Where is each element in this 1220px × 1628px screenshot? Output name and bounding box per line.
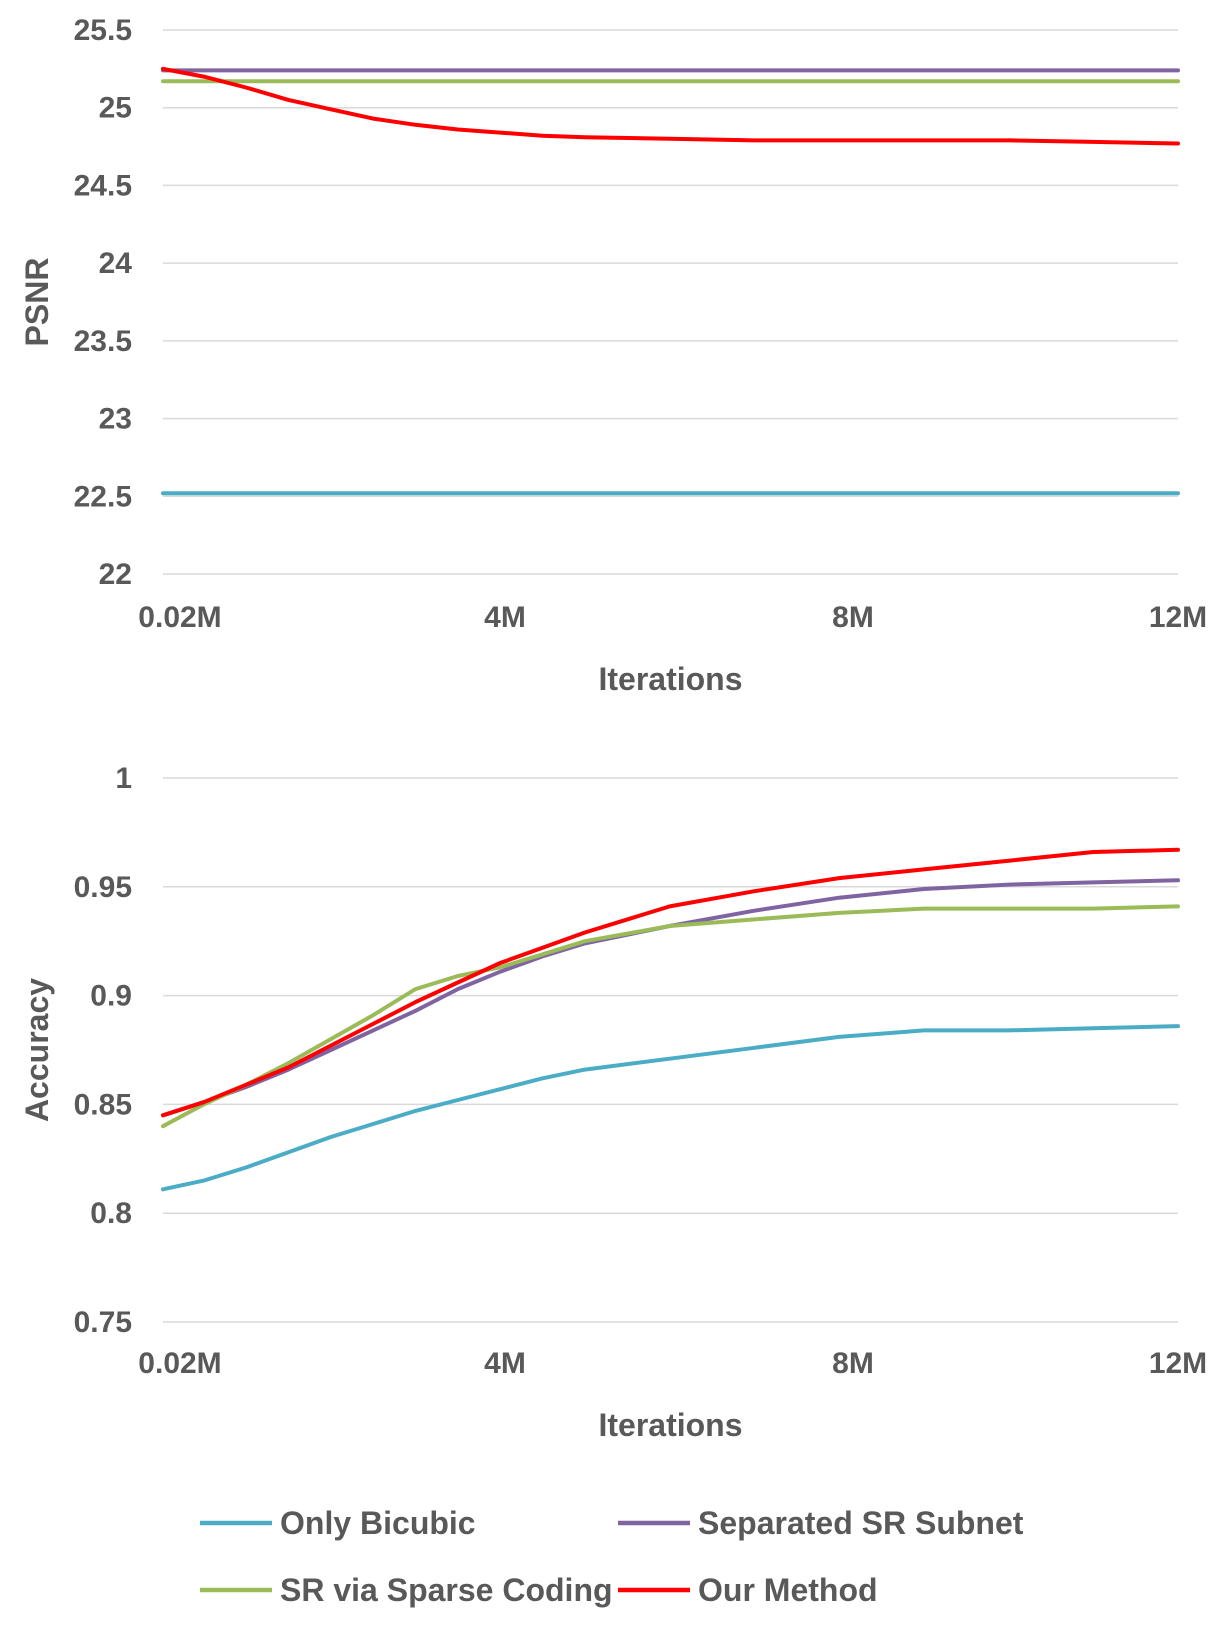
legend-label-sr-via-sparse-coding: SR via Sparse Coding — [280, 1572, 613, 1608]
psnr-y-tick-label: 25.5 — [74, 14, 132, 47]
psnr-y-tick-label: 23.5 — [74, 325, 132, 358]
accuracy-x-tick-label: 4M — [484, 1347, 526, 1380]
psnr-y-tick-label: 24.5 — [74, 169, 132, 202]
psnr-y-tick-label: 22 — [99, 558, 132, 591]
accuracy-series-separated-sr-subnet — [161, 878, 1180, 1118]
psnr-x-tick-label: 8M — [832, 601, 874, 634]
psnr-y-tick-label: 23 — [99, 403, 132, 436]
legend-label-separated-sr-subnet: Separated SR Subnet — [698, 1505, 1024, 1541]
psnr-x-tick-label: 4M — [484, 601, 526, 634]
psnr-y-tick-label: 24 — [99, 247, 133, 280]
accuracy-y-axis-title: Accuracy — [19, 978, 55, 1122]
accuracy-series-our-method — [161, 847, 1180, 1118]
accuracy-y-tick-label: 0.75 — [74, 1306, 132, 1339]
legend-label-our-method: Our Method — [698, 1572, 878, 1608]
accuracy-x-tick-label: 12M — [1149, 1347, 1207, 1380]
accuracy-y-tick-label: 0.8 — [90, 1197, 132, 1230]
legend: Only Bicubic Separated SR Subnet SR via Sp… — [200, 1505, 1024, 1608]
psnr-x-axis-title: Iterations — [598, 661, 742, 697]
accuracy-y-tick-label: 1 — [115, 762, 132, 795]
accuracy-x-axis-title: Iterations — [598, 1407, 742, 1443]
legend-label-only-bicubic: Only Bicubic — [280, 1505, 476, 1541]
accuracy-series-sr-via-sparse-coding — [161, 904, 1180, 1129]
psnr-chart: 22 22.5 23 23.5 24 24.5 25 25.5 0.02M 4M 8M 12M Iter… — [19, 14, 1207, 697]
psnr-y-axis-title: PSNR — [19, 258, 55, 347]
accuracy-y-tick-label: 0.85 — [74, 1088, 132, 1121]
accuracy-y-tick-label: 0.9 — [90, 980, 132, 1013]
psnr-y-tick-label: 22.5 — [74, 480, 132, 513]
accuracy-series-only-bicubic — [161, 1024, 1180, 1192]
accuracy-chart: 0.75 0.8 0.85 0.9 0.95 1 0.02M 4M 8M 12M Iteration… — [19, 762, 1207, 1443]
psnr-series-our-method — [161, 66, 1180, 146]
accuracy-y-tick-label: 0.95 — [74, 871, 132, 904]
psnr-x-tick-label: 12M — [1149, 601, 1207, 634]
psnr-y-tick-label: 25 — [99, 92, 132, 125]
accuracy-x-tick-label: 8M — [832, 1347, 874, 1380]
psnr-x-tick-label: 0.02M — [138, 601, 221, 634]
accuracy-x-tick-label: 0.02M — [138, 1347, 221, 1380]
